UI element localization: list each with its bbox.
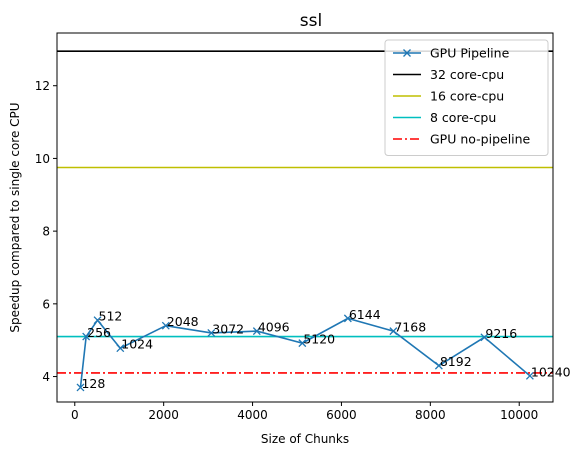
- point-label: 1024: [121, 337, 153, 352]
- legend-label: GPU no-pipeline: [430, 132, 531, 147]
- x-tick-label: 2000: [148, 408, 179, 422]
- point-label: 2048: [167, 314, 199, 329]
- point-label: 5120: [303, 332, 335, 347]
- x-axis: 0 2000 4000 6000 8000 10000: [71, 402, 538, 422]
- legend-label: 8 core-cpu: [430, 110, 496, 125]
- point-label: 9216: [485, 326, 517, 341]
- point-label: 10240: [531, 364, 571, 379]
- legend-label: 16 core-cpu: [430, 89, 504, 104]
- y-tick-label: 10: [35, 152, 50, 166]
- point-label: 7168: [394, 320, 426, 335]
- legend-label: 32 core-cpu: [430, 67, 504, 82]
- y-tick-label: 12: [35, 79, 50, 93]
- x-axis-label: Size of Chunks: [261, 432, 349, 446]
- point-label: 256: [87, 325, 111, 340]
- series-line: [80, 318, 529, 387]
- x-tick-label: 6000: [326, 408, 357, 422]
- x-tick-label: 10000: [500, 408, 538, 422]
- point-label: 6144: [349, 307, 381, 322]
- point-label: 4096: [258, 320, 290, 335]
- legend: GPU Pipeline 32 core-cpu 16 core-cpu 8 core…: [385, 40, 548, 156]
- y-axis-label: Speedup compared to single core CPU: [8, 102, 22, 332]
- y-tick-label: 8: [42, 225, 50, 239]
- x-tick-label: 8000: [415, 408, 446, 422]
- chart-title: ssl: [300, 11, 322, 31]
- x-tick-label: 4000: [237, 408, 268, 422]
- x-tick-label: 0: [71, 408, 79, 422]
- y-axis: 4 6 8 10 12: [35, 79, 57, 384]
- y-tick-label: 4: [42, 370, 50, 384]
- point-label: 3072: [212, 321, 244, 336]
- y-tick-label: 6: [42, 297, 50, 311]
- point-label: 128: [81, 376, 105, 391]
- legend-label: GPU Pipeline: [430, 46, 510, 61]
- point-label: 512: [99, 309, 123, 324]
- point-label: 8192: [440, 354, 472, 369]
